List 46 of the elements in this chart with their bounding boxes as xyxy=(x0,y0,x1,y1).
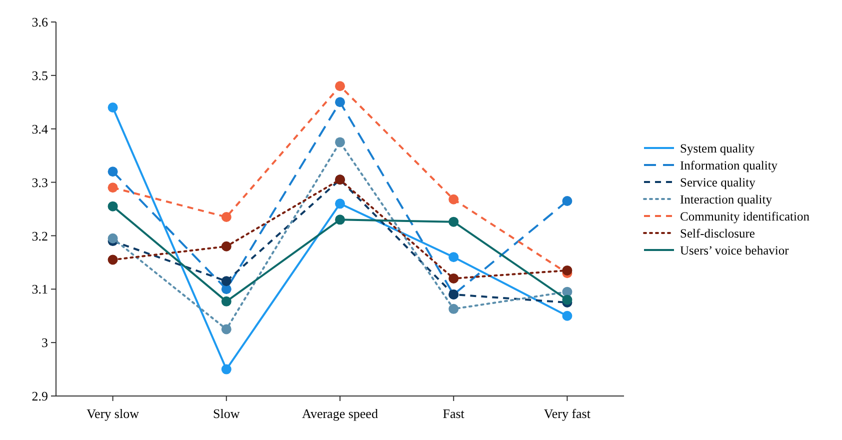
legend-label: Service quality xyxy=(680,175,756,190)
legend-label: System quality xyxy=(680,141,756,156)
point xyxy=(108,102,118,112)
x-tick-label: Fast xyxy=(442,406,465,421)
point xyxy=(448,273,459,284)
y-tick-label: 3.5 xyxy=(32,68,48,83)
point xyxy=(108,201,118,212)
point xyxy=(448,304,459,314)
x-tick-label: Slow xyxy=(213,406,240,421)
point xyxy=(448,194,459,204)
point xyxy=(221,296,232,306)
x-tick-label: Very slow xyxy=(86,406,140,421)
point xyxy=(335,81,345,92)
y-tick-label: 3.3 xyxy=(32,174,48,190)
legend-label: Community identification xyxy=(680,209,810,224)
point xyxy=(108,254,118,265)
y-tick-label: 3.6 xyxy=(32,14,48,30)
point xyxy=(221,324,232,334)
legend-label: Interaction quality xyxy=(680,192,773,206)
point xyxy=(108,182,118,193)
point xyxy=(221,364,232,374)
y-tick-label: 3.4 xyxy=(32,121,48,136)
point xyxy=(562,196,572,206)
legend-label: Users’ voice behavior xyxy=(680,243,790,258)
legend-label: Self-disclosure xyxy=(680,226,756,240)
point xyxy=(108,166,118,177)
point xyxy=(448,252,459,262)
x-tick-label: Average speed xyxy=(302,406,378,421)
point xyxy=(221,241,232,252)
point xyxy=(562,265,572,276)
y-tick-label: 3 xyxy=(42,335,48,350)
point xyxy=(335,214,345,225)
point xyxy=(335,137,345,148)
point xyxy=(108,233,118,244)
point xyxy=(221,212,232,222)
point xyxy=(562,294,572,305)
y-tick-label: 2.9 xyxy=(32,388,48,404)
y-tick-label: 3.2 xyxy=(32,228,48,244)
y-tick-label: 3.1 xyxy=(32,282,48,297)
point xyxy=(221,276,232,286)
point xyxy=(335,97,345,108)
point xyxy=(448,216,459,227)
point xyxy=(335,198,345,209)
x-tick-label: Very fast xyxy=(544,406,591,421)
legend-label: Information quality xyxy=(680,158,778,172)
point xyxy=(562,310,572,321)
